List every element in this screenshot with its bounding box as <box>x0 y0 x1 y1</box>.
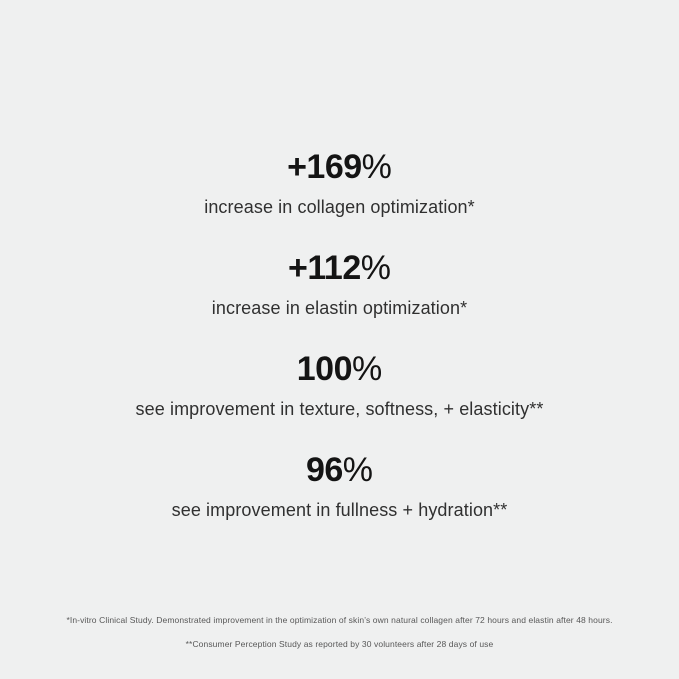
stat-texture: 100% see improvement in texture, softnes… <box>0 352 679 453</box>
stat-fullness-number: 96 <box>305 451 343 489</box>
percent-sign: % <box>352 350 383 388</box>
stat-texture-value: 100% <box>0 352 679 386</box>
percent-sign: % <box>360 249 391 287</box>
stat-fullness-value: 96% <box>0 453 679 487</box>
stat-collagen: +169% increase in collagen optimization* <box>0 150 679 251</box>
stats-column: +169% increase in collagen optimization*… <box>0 150 679 554</box>
stat-collagen-label: increase in collagen optimization* <box>204 197 475 217</box>
stat-texture-number: 100 <box>296 350 353 388</box>
stat-elastin-number: +112 <box>288 249 361 287</box>
percent-sign: % <box>361 148 392 186</box>
footnote-clinical-study: *In-vitro Clinical Study. Demonstrated i… <box>66 615 613 625</box>
stat-elastin-value: +112% <box>0 251 679 285</box>
percent-sign: % <box>342 451 374 489</box>
footnote-consumer-study: **Consumer Perception Study as reported … <box>185 639 494 649</box>
stat-fullness: 96% see improvement in fullness + hydrat… <box>0 453 679 554</box>
stat-fullness-label: see improvement in fullness + hydration*… <box>171 500 508 520</box>
stat-texture-label: see improvement in texture, softness, + … <box>135 399 544 419</box>
stat-collagen-value: +169% <box>0 150 679 184</box>
footnotes: *In-vitro Clinical Study. Demonstrated i… <box>0 615 679 649</box>
stat-elastin: +112% increase in elastin optimization* <box>0 251 679 352</box>
stat-collagen-number: +169 <box>287 148 362 186</box>
stat-elastin-label: increase in elastin optimization* <box>211 298 468 318</box>
